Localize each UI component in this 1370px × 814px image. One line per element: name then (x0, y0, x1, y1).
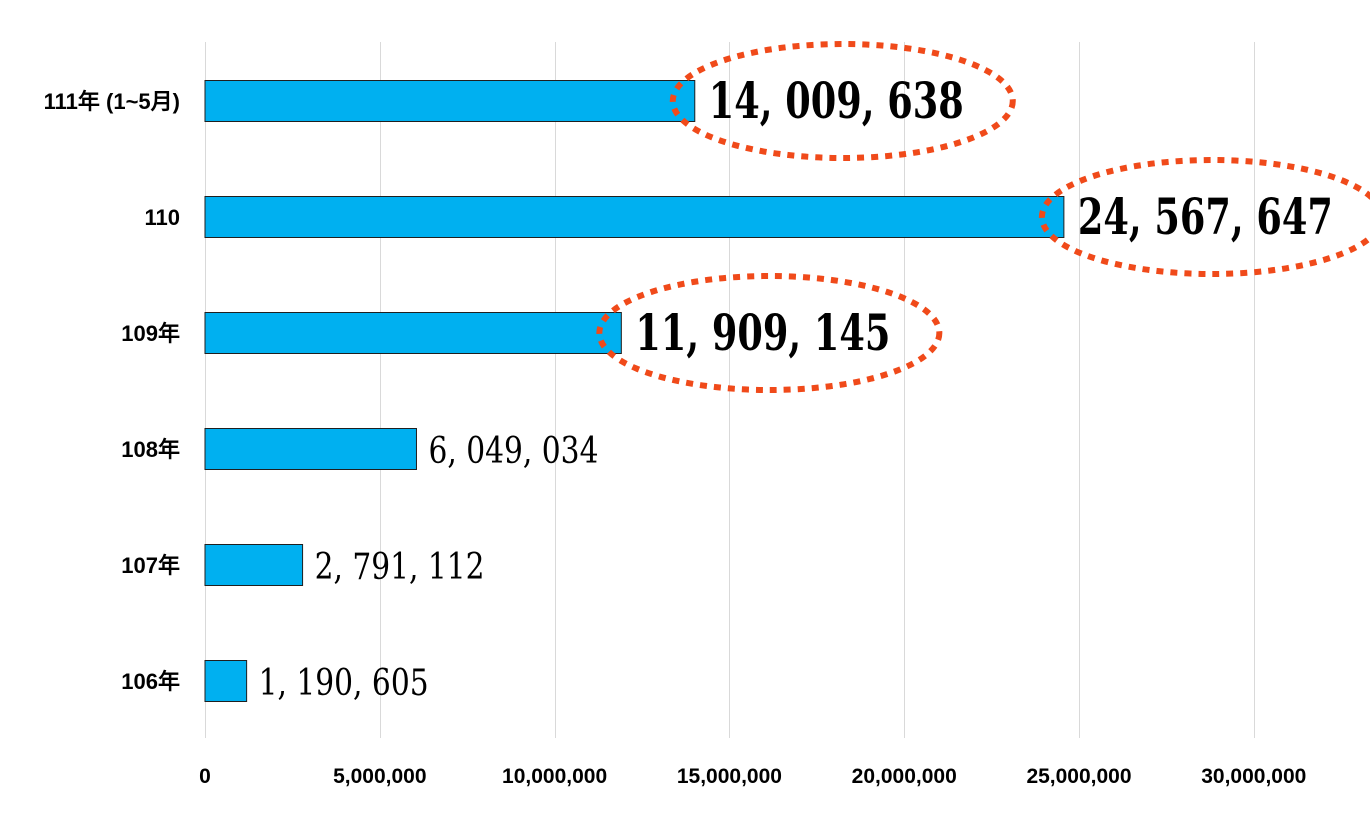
highlight-ellipse (669, 41, 1016, 161)
data-labels: 14, 009, 638 24, 567, 647 11, 909, 145 6, 0… (259, 71, 1333, 704)
category-label: 110 (145, 205, 181, 230)
bars (204, 80, 1065, 702)
x-tick-label: 10,000,000 (502, 765, 607, 788)
data-label: 11, 909, 145 (635, 303, 890, 362)
x-tick-label: 15,000,000 (677, 765, 782, 788)
category-label: 109年 (121, 321, 180, 346)
x-tick-label: 20,000,000 (852, 765, 957, 788)
data-label: 24, 567, 647 (1078, 187, 1333, 246)
category-label: 107年 (121, 553, 180, 578)
x-tick-label: 5,000,000 (333, 765, 426, 788)
x-tick-label: 25,000,000 (1026, 765, 1131, 788)
bar (204, 80, 696, 122)
data-label: 14, 009, 638 (709, 71, 964, 130)
highlight-ellipse (1038, 157, 1370, 277)
bar (204, 428, 417, 470)
data-label: 6, 049, 034 (428, 431, 598, 472)
bar (204, 660, 248, 702)
x-tick-label: 0 (199, 765, 211, 788)
x-axis-tick-labels: 0 5,000,000 10,000,000 15,000,000 20,000,000… (199, 765, 1306, 788)
highlight-ellipse (596, 273, 943, 393)
data-label: 1, 190, 605 (259, 663, 429, 704)
category-label: 108年 (121, 437, 180, 462)
data-label: 2, 791, 112 (315, 547, 485, 588)
bar (204, 196, 1065, 238)
category-label: 106年 (121, 669, 180, 694)
category-labels: 111年 (1~5月) 110 109年 108年 107年 106年 (44, 89, 180, 694)
bar (204, 312, 622, 354)
highlight-ellipses (596, 41, 1370, 393)
bar (204, 544, 304, 586)
x-tick-label: 30,000,000 (1201, 765, 1306, 788)
category-label: 111年 (1~5月) (44, 89, 180, 114)
gridlines (205, 42, 1255, 738)
